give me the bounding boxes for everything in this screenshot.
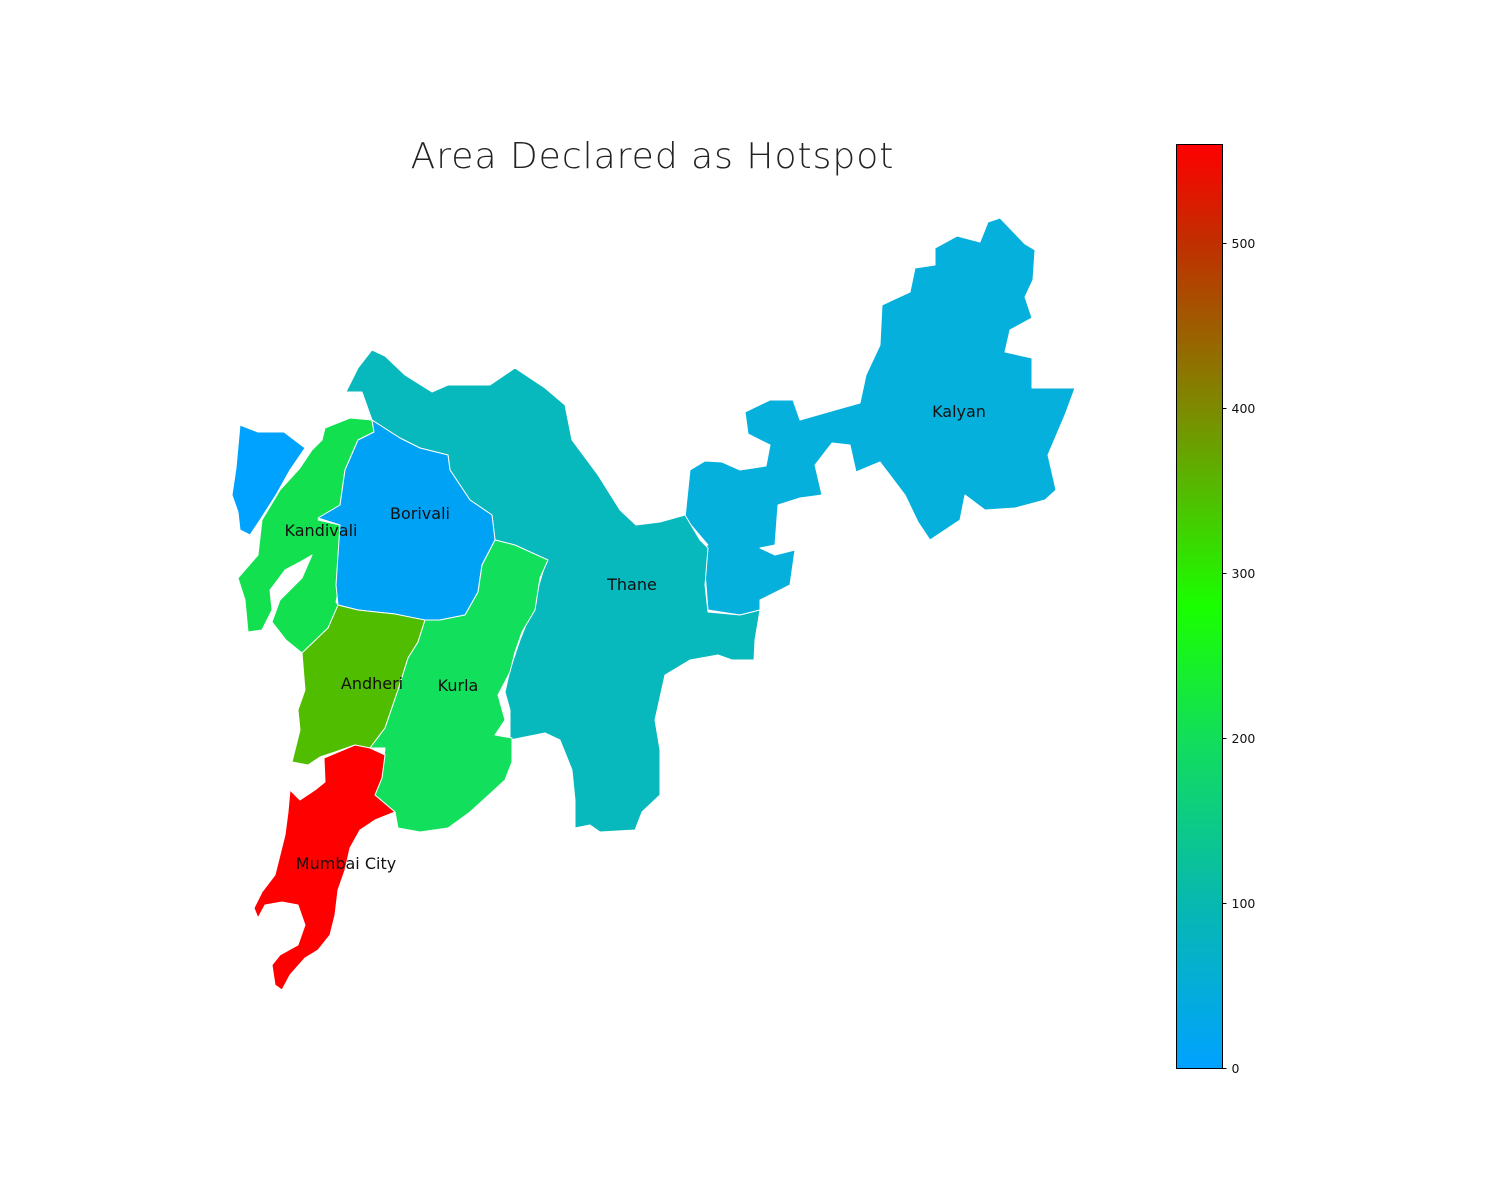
colorbar-tick-label: 100 bbox=[1232, 896, 1256, 911]
region-label-kalyan: Kalyan bbox=[932, 402, 986, 421]
colorbar-tick-label: 500 bbox=[1232, 236, 1256, 251]
colorbar: 0 100 200 300 400 500 bbox=[1176, 144, 1256, 1076]
region-label-andheri: Andheri bbox=[341, 674, 403, 693]
region-mumbai-city[interactable] bbox=[253, 744, 396, 991]
region-kalyan[interactable] bbox=[684, 217, 1076, 616]
region-label-borivali: Borivali bbox=[390, 504, 450, 523]
colorbar-gradient bbox=[1176, 144, 1223, 1069]
hotspot-map: Kalyan Thane Borivali Kandivali Andheri … bbox=[231, 217, 1076, 991]
colorbar-tick-label: 0 bbox=[1232, 1061, 1240, 1076]
region-label-mumbai-city: Mumbai City bbox=[296, 854, 396, 873]
region-label-thane: Thane bbox=[606, 575, 657, 594]
colorbar-tick-label: 400 bbox=[1232, 401, 1256, 416]
colorbar-ticks: 0 100 200 300 400 500 bbox=[1222, 236, 1256, 1076]
chart-title: Area Declared as Hotspot bbox=[410, 136, 895, 177]
region-island[interactable] bbox=[231, 424, 306, 536]
region-label-kurla: Kurla bbox=[438, 676, 479, 695]
region-label-kandivali: Kandivali bbox=[285, 521, 358, 540]
colorbar-tick-label: 200 bbox=[1232, 731, 1256, 746]
region-kurla[interactable] bbox=[369, 539, 549, 833]
colorbar-tick-label: 300 bbox=[1232, 566, 1256, 581]
